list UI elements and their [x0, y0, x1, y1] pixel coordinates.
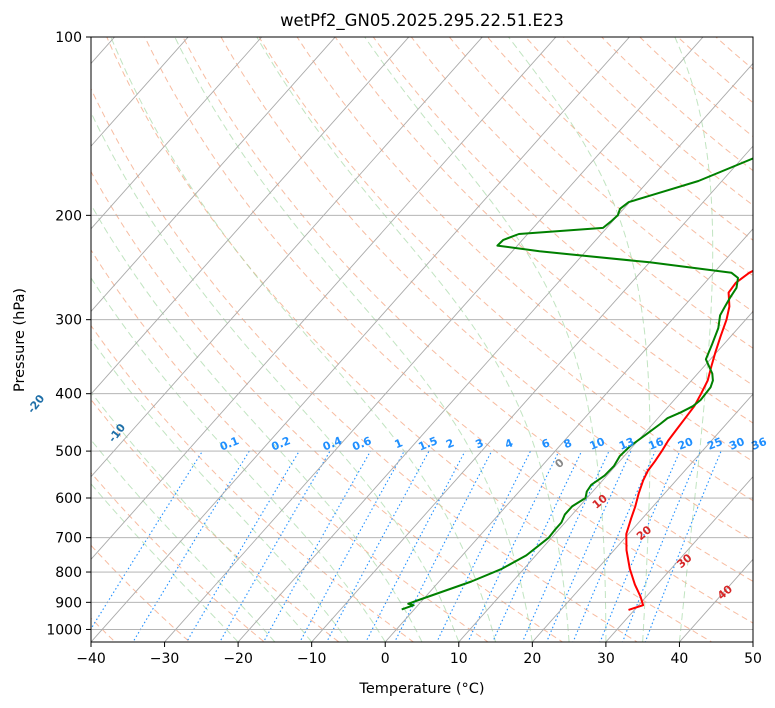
dry-adiabat-line [334, 37, 753, 424]
mixing-ratio-label: 25 [705, 435, 724, 453]
x-tick-label: 0 [381, 651, 390, 667]
moist-adiabat-line [256, 37, 570, 642]
y-tick-label: 200 [55, 208, 82, 224]
mixing-ratio-label: 1 [393, 436, 405, 451]
x-tick-label: 10 [450, 651, 468, 667]
isotherm-line [91, 37, 631, 642]
grid-lines [91, 37, 753, 642]
isotherm-line [605, 476, 753, 642]
mixing-ratio-label: 20 [676, 435, 695, 453]
moist-adiabat-line [91, 111, 460, 642]
x-axis-label: Temperature (°C) [358, 681, 484, 697]
dry-adiabat-line [91, 544, 191, 642]
y-tick-label: 1000 [46, 622, 82, 638]
series-lines [401, 157, 753, 611]
chart-title: wetPf2_GN05.2025.295.22.51.E23 [280, 11, 564, 31]
isotherm-line [91, 37, 263, 230]
dry-adiabat-line [258, 37, 753, 502]
moist-adiabat-line [91, 439, 276, 642]
mixing-ratio-label: 2 [444, 436, 456, 451]
y-tick-label: 500 [55, 444, 82, 460]
y-tick-label: 700 [55, 531, 82, 547]
isotherm-line [237, 62, 753, 642]
y-axis-label: Pressure (hPa) [12, 288, 28, 392]
isotherm-line [531, 393, 753, 642]
moist-adiabat-line [508, 37, 651, 642]
plot-frame [90, 36, 754, 643]
isotherm-line [91, 37, 336, 313]
temperature-line [625, 269, 753, 611]
mixing-ratio-label: 36 [750, 435, 769, 453]
mixing-ratio-label: 8 [562, 436, 574, 451]
x-tick-label: 20 [523, 651, 541, 667]
isotherm-line [91, 37, 410, 395]
isotherm-line [384, 228, 753, 642]
isotherm-line [458, 310, 753, 642]
mixing-ratio-label: 13 [617, 435, 636, 453]
y-tick-label: 300 [55, 313, 82, 329]
isotherm-line [311, 145, 753, 642]
mixing-ratio-label: 30 [727, 435, 746, 453]
moist-adiabat-line [364, 37, 607, 642]
x-tick-label: 30 [597, 651, 615, 667]
x-axis: −40 −30 −20 −10 0 10 20 30 40 50 [76, 642, 762, 667]
x-tick-label: 40 [671, 651, 689, 667]
y-axis: 100 200 300 400 500 600 700 800 900 1000 [46, 30, 91, 638]
x-tick-label: 50 [744, 651, 762, 667]
y-tick-label: 400 [55, 387, 82, 403]
isotherm-line [91, 37, 483, 478]
dry-adiabat-line [91, 471, 266, 642]
y-tick-label: 600 [55, 491, 82, 507]
dewpoint-line [401, 157, 753, 611]
mixing-ratio-label: 10 [588, 435, 607, 453]
x-tick-label: −30 [150, 651, 180, 667]
isotherm-line [91, 37, 557, 561]
dry-adiabat-line [296, 37, 753, 463]
dry-adiabat-line [91, 87, 639, 642]
dry-adiabat-line [372, 37, 753, 386]
y-tick-label: 100 [55, 30, 82, 46]
y-tick-label: 800 [55, 565, 82, 581]
dry-adiabat-line [106, 37, 713, 642]
moist-adiabat-line [91, 203, 423, 642]
isotherm-line [163, 37, 704, 642]
y-tick-label: 900 [55, 595, 82, 611]
x-tick-label: −20 [223, 651, 253, 667]
x-tick-label: −10 [297, 651, 327, 667]
mixing-ratio-label: 16 [647, 435, 666, 453]
dry-adiabat-line [448, 37, 753, 313]
isotherm-line [91, 37, 189, 147]
moist-adiabat-line [110, 37, 497, 642]
moist-adiabat-line [91, 483, 239, 642]
dry-adiabat-line [91, 324, 415, 642]
moist-adiabat-line [674, 37, 714, 642]
mixing-ratio-label: 3 [474, 436, 486, 451]
x-tick-label: −40 [76, 651, 106, 667]
moist-adiabat-line [91, 277, 386, 642]
